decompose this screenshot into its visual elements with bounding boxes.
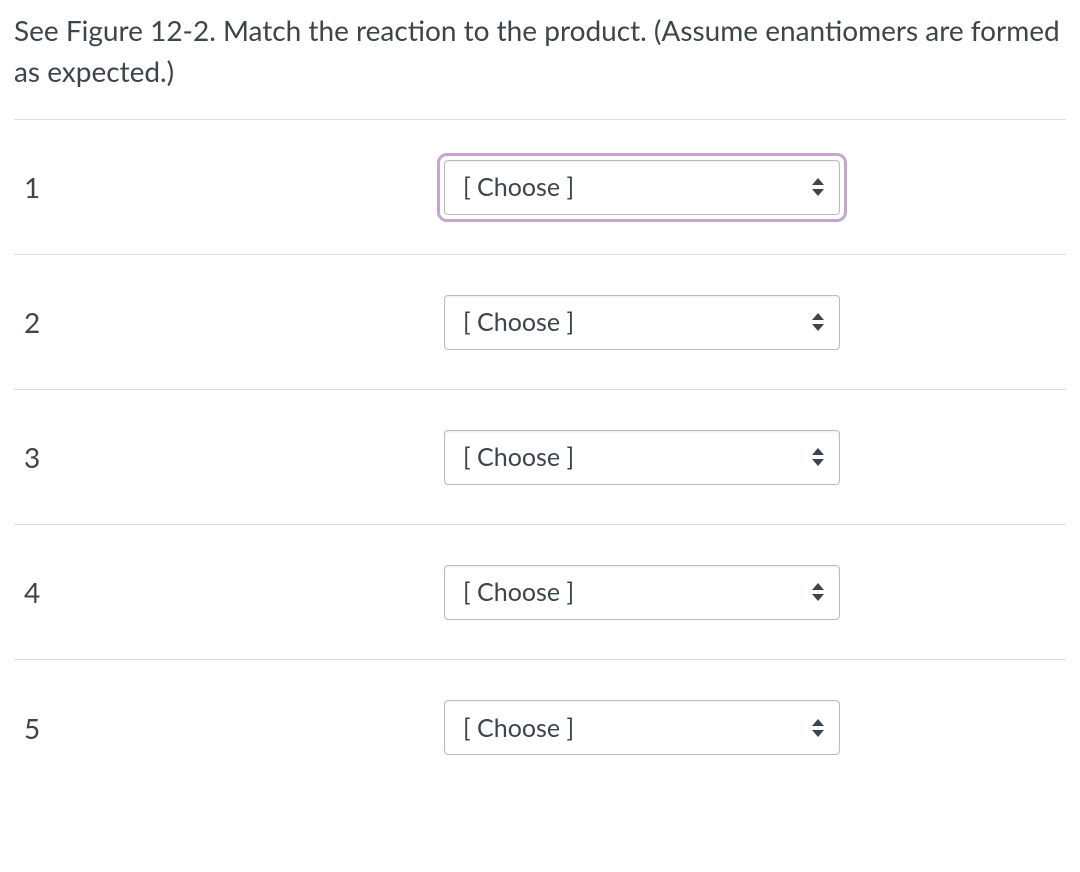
select-wrap: [ Choose ] — [444, 430, 840, 485]
row-number: 4 — [14, 575, 444, 609]
match-row: 3 [ Choose ] — [14, 390, 1066, 525]
updown-icon — [811, 176, 825, 198]
choose-dropdown[interactable]: [ Choose ] — [444, 430, 840, 485]
dropdown-value: [ Choose ] — [463, 172, 574, 202]
choose-dropdown[interactable]: [ Choose ] — [444, 160, 840, 215]
row-number: 5 — [14, 711, 444, 745]
row-number: 3 — [14, 440, 444, 474]
select-wrap: [ Choose ] — [444, 295, 840, 350]
choose-dropdown[interactable]: [ Choose ] — [444, 295, 840, 350]
choose-dropdown[interactable]: [ Choose ] — [444, 700, 840, 755]
dropdown-value: [ Choose ] — [463, 442, 574, 472]
match-row: 5 [ Choose ] — [14, 660, 1066, 795]
match-row: 4 [ Choose ] — [14, 525, 1066, 660]
match-row: 2 [ Choose ] — [14, 255, 1066, 390]
row-number: 2 — [14, 305, 444, 339]
question-text: See Figure 12-2. Match the reaction to t… — [14, 10, 1066, 91]
select-wrap: [ Choose ] — [444, 565, 840, 620]
dropdown-value: [ Choose ] — [463, 577, 574, 607]
match-row: 1 [ Choose ] — [14, 120, 1066, 255]
updown-icon — [811, 446, 825, 468]
matching-rows: 1 [ Choose ] 2 [ Choose ] — [14, 119, 1066, 795]
dropdown-value: [ Choose ] — [463, 307, 574, 337]
row-number: 1 — [14, 170, 444, 204]
question-container: See Figure 12-2. Match the reaction to t… — [0, 0, 1080, 795]
select-wrap: [ Choose ] — [444, 160, 840, 215]
choose-dropdown[interactable]: [ Choose ] — [444, 565, 840, 620]
select-wrap: [ Choose ] — [444, 700, 840, 755]
updown-icon — [811, 311, 825, 333]
updown-icon — [811, 581, 825, 603]
updown-icon — [811, 717, 825, 739]
dropdown-value: [ Choose ] — [463, 713, 574, 743]
